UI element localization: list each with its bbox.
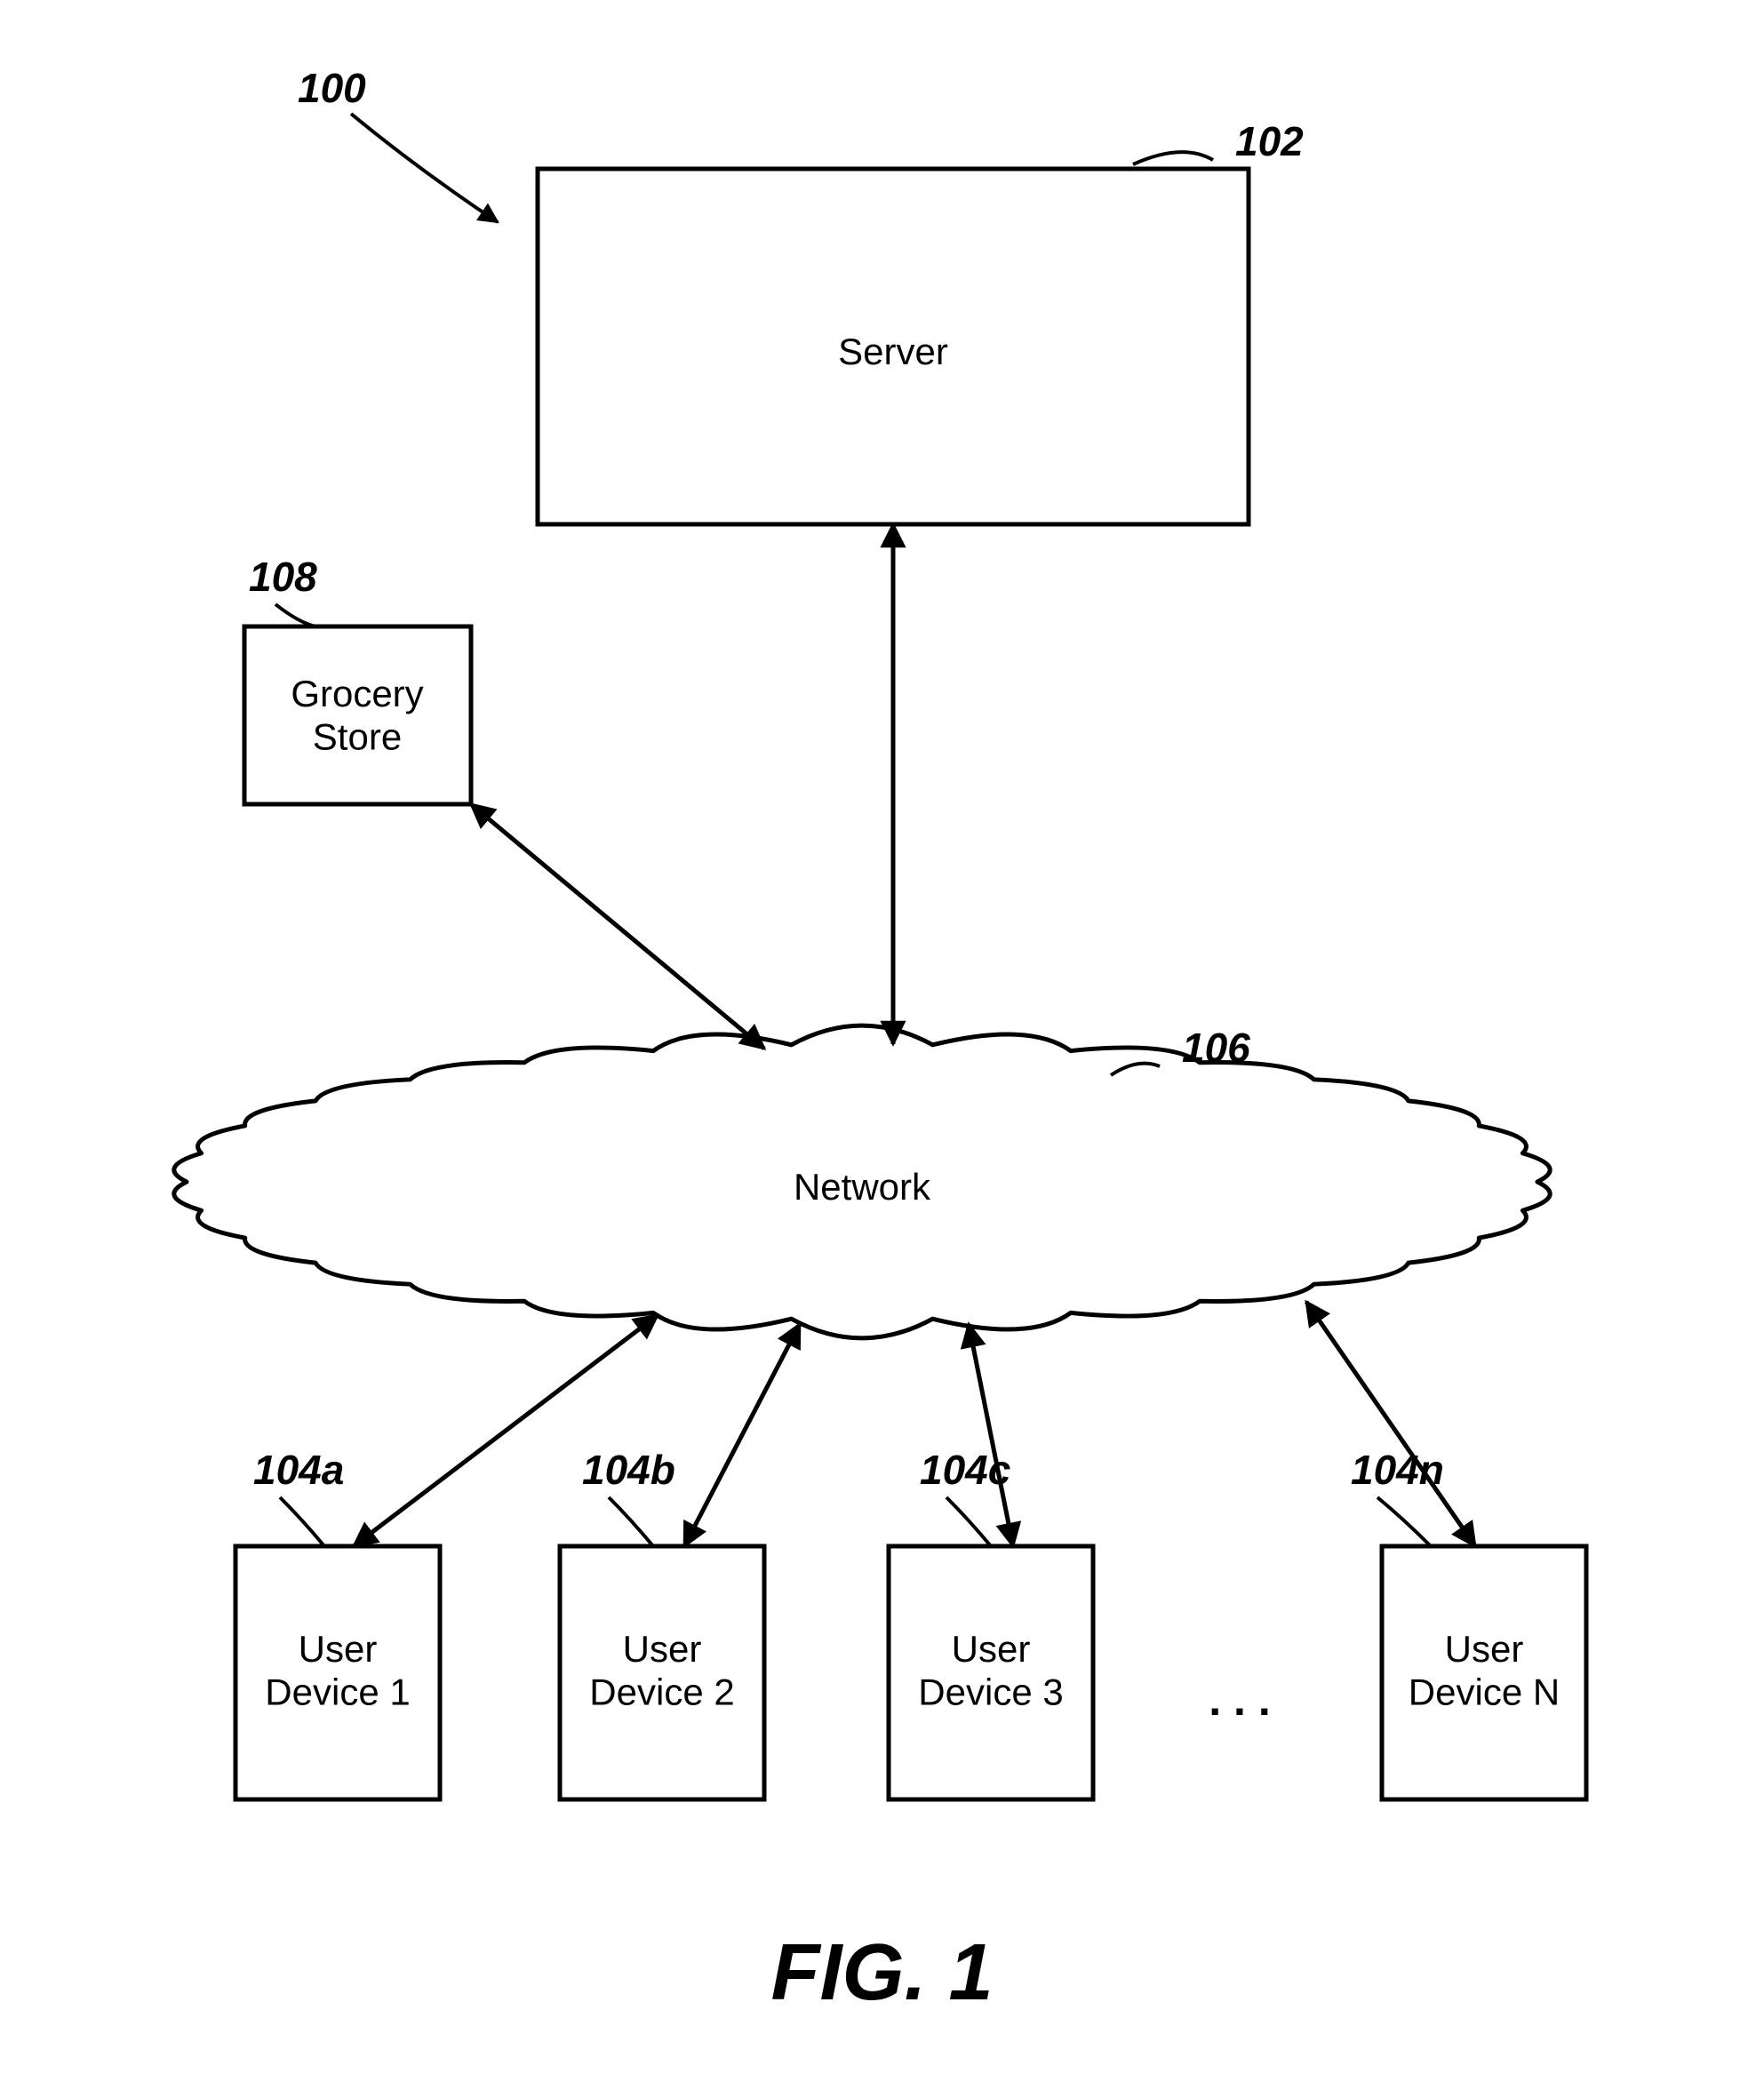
node-device_n: UserDevice N	[1382, 1546, 1586, 1799]
figure-title: FIG. 1	[770, 1928, 993, 2017]
node-device_b-label-1: Device 2	[589, 1671, 734, 1712]
node-device_a-label-1: Device 1	[265, 1671, 410, 1712]
edge-network-device_c	[969, 1324, 1013, 1546]
node-device_c: UserDevice 3	[889, 1546, 1093, 1799]
ref-device_c: 104c	[920, 1447, 1010, 1493]
ref-grocery: 108	[249, 554, 317, 600]
leader-104n	[1377, 1497, 1431, 1546]
node-device_c-label-0: User	[952, 1628, 1031, 1670]
node-device_a-label-0: User	[299, 1628, 378, 1670]
node-device_n-label-1: Device N	[1409, 1671, 1560, 1712]
node-device_n-label-0: User	[1445, 1628, 1524, 1670]
leader-102	[1133, 152, 1213, 164]
ref-system: 100	[298, 65, 366, 111]
node-device_b-label-0: User	[623, 1628, 702, 1670]
leader-104b	[609, 1497, 653, 1546]
node-device_b: UserDevice 2	[560, 1546, 764, 1799]
leader-100	[351, 114, 498, 222]
node-network: Network	[174, 1025, 1550, 1338]
ref-network: 106	[1182, 1025, 1250, 1071]
node-grocery-label-1: Store	[313, 715, 402, 757]
node-server-label-0: Server	[838, 331, 948, 372]
node-device_a: UserDevice 1	[235, 1546, 440, 1799]
node-device_c-label-1: Device 3	[918, 1671, 1063, 1712]
leader-104a	[280, 1497, 324, 1546]
ref-device_a: 104a	[253, 1447, 344, 1493]
leader-108	[275, 604, 315, 626]
node-server: Server	[538, 169, 1249, 524]
ref-device_b: 104b	[582, 1447, 675, 1493]
node-grocery: GroceryStore	[244, 626, 471, 804]
node-network-label-0: Network	[794, 1166, 931, 1208]
leader-104c	[946, 1497, 991, 1546]
edge-network-device_a	[354, 1315, 658, 1546]
ref-server: 102	[1235, 118, 1304, 164]
edge-network-device_b	[684, 1324, 800, 1546]
ellipsis: . . .	[1209, 1675, 1270, 1725]
edge-grocery-network	[471, 804, 764, 1049]
ref-device_n: 104n	[1351, 1447, 1444, 1493]
node-grocery-label-0: Grocery	[291, 673, 423, 714]
